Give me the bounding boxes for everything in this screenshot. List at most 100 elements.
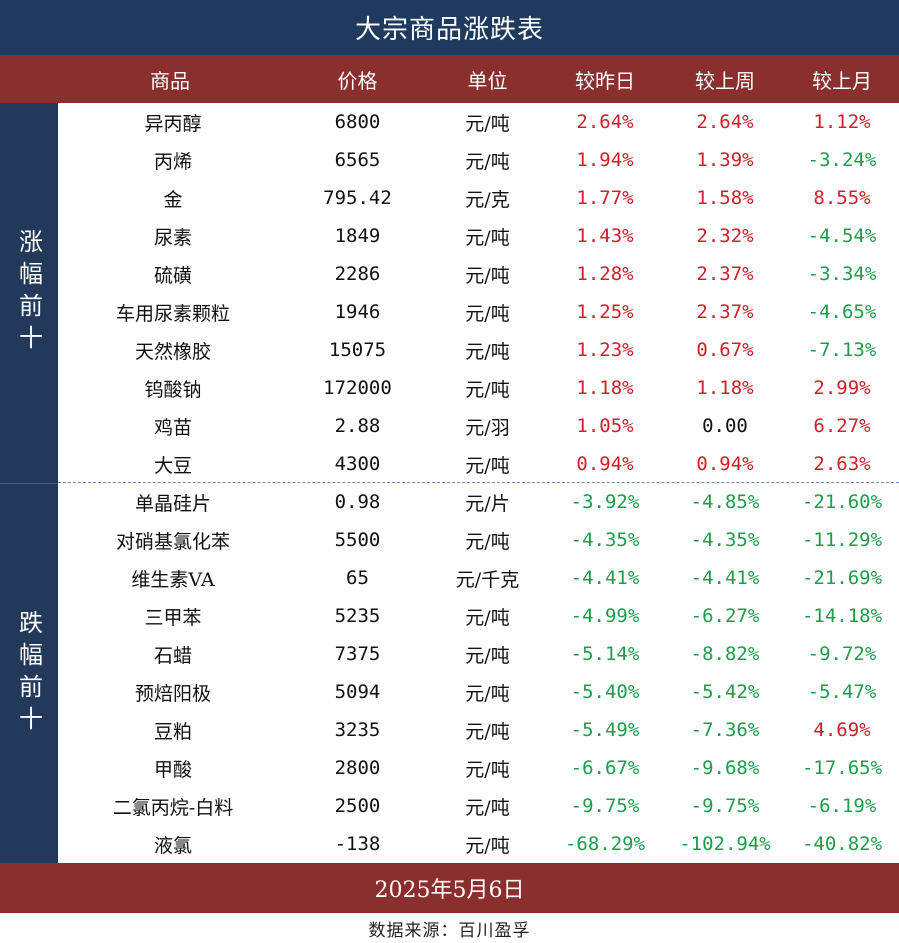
change-vs-last-week: -6.27% — [690, 605, 760, 627]
commodity-name: 大豆 — [153, 454, 192, 477]
table-row: 对硝基氯化苯 5500 元/吨 -4.35% -4.35% -11.29% — [58, 521, 899, 559]
change-vs-yesterday: 1.77% — [576, 187, 634, 209]
change-vs-last-week: 2.32% — [696, 225, 754, 247]
change-vs-yesterday: 0.94% — [576, 453, 634, 475]
header-unit: 单位 — [467, 68, 508, 93]
commodity-name: 车用尿素颗粒 — [115, 302, 230, 325]
change-vs-yesterday: -5.14% — [570, 643, 640, 665]
price-value: 5235 — [334, 605, 381, 627]
price-value: 4300 — [334, 453, 381, 475]
table-row: 金 795.42 元/克 1.77% 1.58% 8.55% — [58, 179, 899, 217]
unit-value: 元/吨 — [465, 720, 510, 743]
table-row: 石蜡 7375 元/吨 -5.14% -8.82% -9.72% — [58, 635, 899, 673]
table-header: 商品 价格 单位 较昨日 较上周 较上月 — [0, 55, 899, 103]
change-vs-yesterday: -5.40% — [570, 681, 640, 703]
commodity-name: 石蜡 — [153, 644, 192, 667]
change-vs-yesterday: 1.28% — [576, 263, 634, 285]
price-value: 0.98 — [334, 491, 381, 513]
commodity-name: 异丙醇 — [144, 112, 202, 135]
unit-value: 元/吨 — [465, 340, 510, 363]
commodity-name: 硫磺 — [153, 264, 192, 287]
change-vs-last-week: 0.00 — [702, 415, 748, 437]
table-row: 车用尿素颗粒 1946 元/吨 1.25% 2.37% -4.65% — [58, 293, 899, 331]
change-vs-last-week: -4.35% — [690, 529, 760, 551]
page-title: 大宗商品涨跌表 — [0, 0, 899, 55]
change-vs-last-month: -3.24% — [807, 149, 877, 171]
price-value: 15075 — [328, 339, 387, 361]
commodity-name: 丙烯 — [153, 150, 192, 173]
table-row: 丙烯 6565 元/吨 1.94% 1.39% -3.24% — [58, 141, 899, 179]
unit-value: 元/吨 — [465, 796, 510, 819]
change-vs-last-week: 1.39% — [696, 149, 754, 171]
change-vs-last-week: -9.68% — [690, 757, 760, 779]
unit-value: 元/克 — [465, 188, 510, 211]
change-vs-last-month: -21.69% — [801, 567, 883, 589]
change-vs-yesterday: -3.92% — [570, 491, 640, 513]
change-vs-last-week: 2.64% — [696, 111, 754, 133]
change-vs-yesterday: -4.35% — [570, 529, 640, 551]
change-vs-yesterday: 1.05% — [576, 415, 634, 437]
change-vs-last-month: 2.99% — [813, 377, 871, 399]
unit-value: 元/吨 — [465, 834, 510, 857]
change-vs-last-week: -9.75% — [690, 795, 760, 817]
commodity-name: 三甲苯 — [144, 606, 202, 629]
change-vs-yesterday: 1.94% — [576, 149, 634, 171]
table-row: 豆粕 3235 元/吨 -5.49% -7.36% 4.69% — [58, 711, 899, 749]
unit-value: 元/吨 — [465, 530, 510, 553]
commodity-name: 液氯 — [153, 834, 192, 857]
table-row: 液氯 -138 元/吨 -68.29% -102.94% -40.82% — [58, 825, 899, 863]
date-bar: 2025年5月6日 — [0, 863, 899, 913]
price-value: 65 — [346, 567, 369, 589]
commodity-name: 金 — [163, 188, 183, 211]
price-value: 7375 — [334, 643, 381, 665]
unit-value: 元/吨 — [465, 644, 510, 667]
section-divider — [58, 482, 899, 483]
change-vs-last-month: -40.82% — [801, 833, 883, 855]
price-value: 795.42 — [323, 187, 392, 209]
change-vs-yesterday: 1.23% — [576, 339, 634, 361]
unit-value: 元/吨 — [465, 226, 510, 249]
unit-value: 元/吨 — [465, 682, 510, 705]
change-vs-last-month: -14.18% — [801, 605, 883, 627]
change-vs-yesterday: -4.41% — [570, 567, 640, 589]
price-value: 6800 — [334, 111, 381, 133]
unit-value: 元/吨 — [465, 758, 510, 781]
section-label-losers: 跌幅前十 — [0, 483, 58, 864]
change-vs-last-month: -6.19% — [807, 795, 877, 817]
change-vs-yesterday: -5.49% — [570, 719, 640, 741]
change-vs-last-week: -8.82% — [690, 643, 760, 665]
change-vs-yesterday: -68.29% — [564, 833, 646, 855]
unit-value: 元/羽 — [465, 416, 510, 439]
change-vs-last-week: -102.94% — [679, 833, 771, 855]
change-vs-last-month: 2.63% — [813, 453, 871, 475]
change-vs-last-month: 6.27% — [813, 415, 871, 437]
change-vs-last-week: 0.94% — [696, 453, 754, 475]
commodity-name: 鸡苗 — [153, 416, 192, 439]
commodity-name: 豆粕 — [153, 720, 192, 743]
change-vs-last-week: 1.18% — [696, 377, 754, 399]
commodity-name: 二氯丙烷-白料 — [112, 796, 234, 819]
table-row: 单晶硅片 0.98 元/片 -3.92% -4.85% -21.60% — [58, 483, 899, 521]
change-vs-last-week: 2.37% — [696, 263, 754, 285]
table-row: 硫磺 2286 元/吨 1.28% 2.37% -3.34% — [58, 255, 899, 293]
price-value: 2.88 — [334, 415, 381, 437]
change-vs-yesterday: 1.25% — [576, 301, 634, 323]
data-source: 数据来源：百川盈孚 — [368, 920, 531, 941]
unit-value: 元/吨 — [465, 378, 510, 401]
unit-value: 元/吨 — [465, 150, 510, 173]
header-vs-last-month: 较上月 — [812, 68, 872, 93]
price-value: 1849 — [334, 225, 381, 247]
price-value: 3235 — [334, 719, 381, 741]
commodity-name: 单晶硅片 — [134, 492, 211, 515]
commodity-name: 甲酸 — [153, 758, 192, 781]
change-vs-last-month: -3.34% — [807, 263, 877, 285]
commodity-name: 维生素VA — [131, 568, 215, 591]
change-vs-last-week: 1.58% — [696, 187, 754, 209]
header-vs-last-week: 较上周 — [695, 68, 755, 93]
change-vs-last-month: -11.29% — [801, 529, 883, 551]
unit-value: 元/吨 — [465, 112, 510, 135]
header-price: 价格 — [337, 68, 378, 93]
commodity-name: 尿素 — [153, 226, 192, 249]
change-vs-last-month: 1.12% — [813, 111, 871, 133]
